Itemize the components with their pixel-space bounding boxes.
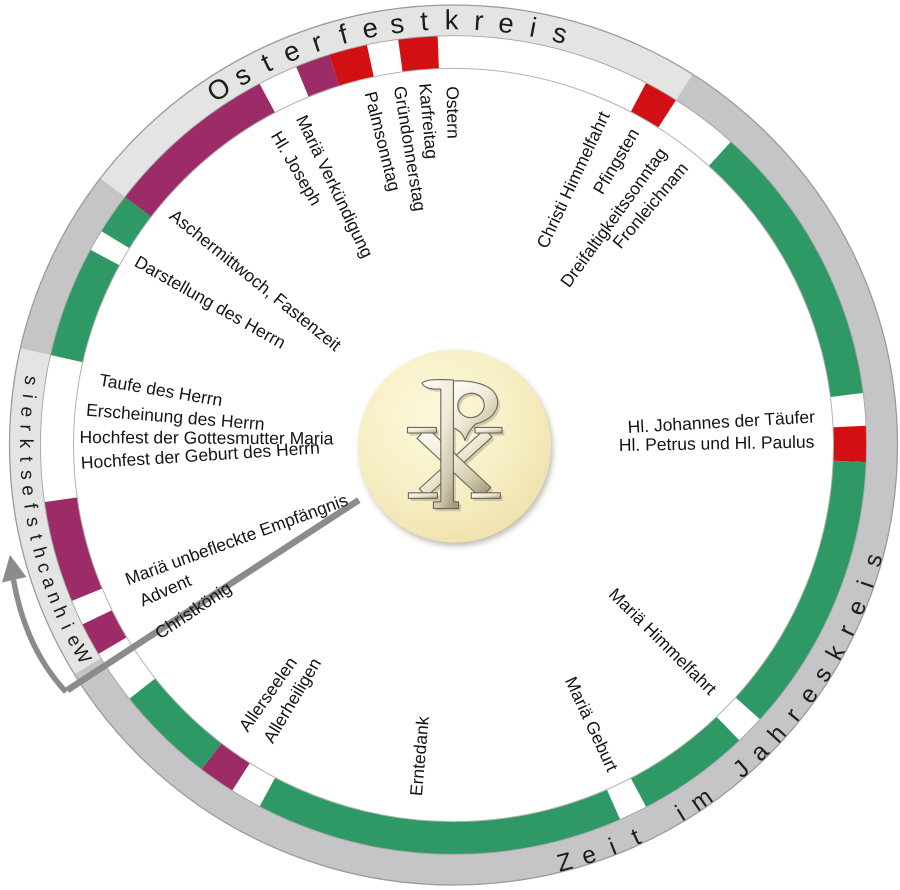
svg-text:i: i	[527, 11, 539, 43]
svg-text:r: r	[473, 5, 484, 36]
svg-text:s: s	[21, 515, 43, 528]
svg-text:Mariä Geburt: Mariä Geburt	[561, 674, 622, 775]
svg-text:k: k	[445, 4, 459, 35]
svg-text:t: t	[25, 532, 47, 542]
svg-text:e: e	[16, 406, 38, 418]
svg-text:s: s	[16, 469, 38, 480]
svg-text:Mariä unbefleckte Empfängnis: Mariä unbefleckte Empfängnis	[122, 490, 350, 589]
svg-text:e: e	[497, 7, 516, 40]
svg-text:Hochfest der Gottesmutter Mari: Hochfest der Gottesmutter Maria	[79, 427, 333, 448]
svg-text:r: r	[15, 424, 36, 432]
svg-text:t: t	[15, 456, 36, 463]
svg-text:Darstellung des Herrn: Darstellung des Herrn	[131, 251, 289, 352]
svg-text:k: k	[15, 439, 36, 449]
svg-text:t: t	[419, 5, 429, 36]
svg-text:e: e	[359, 11, 380, 44]
svg-text:Ostern: Ostern	[443, 86, 464, 139]
svg-text:f: f	[19, 502, 41, 511]
svg-text:Mariä Himmelfahrt: Mariä Himmelfahrt	[605, 584, 721, 699]
svg-text:h: h	[28, 545, 51, 561]
svg-text:Z: Z	[554, 848, 575, 878]
svg-text:i: i	[18, 393, 39, 400]
svg-text:s: s	[19, 374, 41, 387]
svg-text:Erntedank: Erntedank	[406, 715, 433, 796]
svg-text:Hl. Petrus und Hl. Paulus: Hl. Petrus und Hl. Paulus	[619, 432, 815, 455]
svg-text:e: e	[17, 484, 39, 497]
svg-text:s: s	[388, 7, 406, 40]
